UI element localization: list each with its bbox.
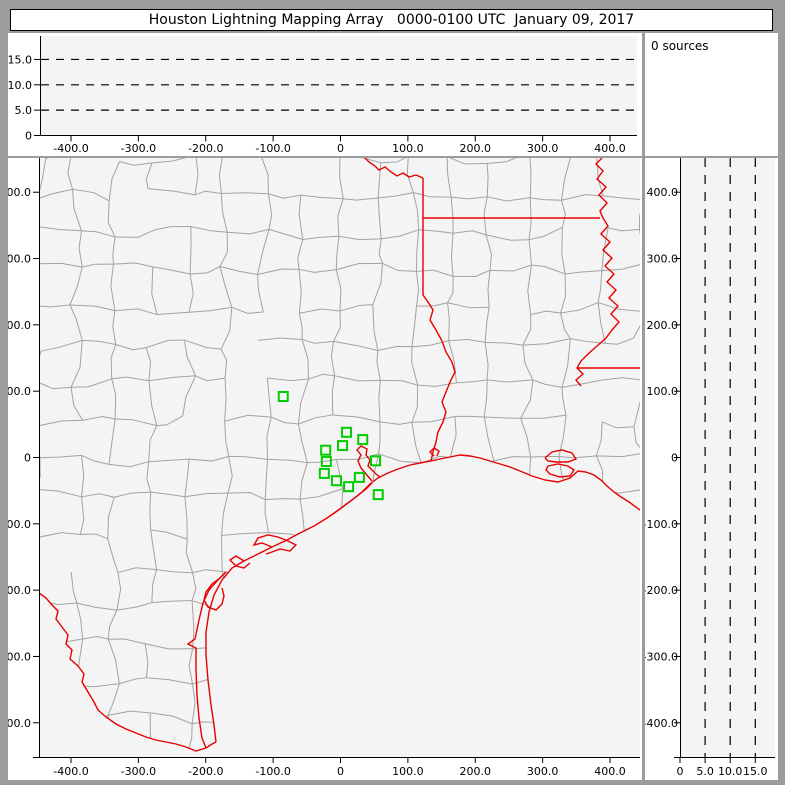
x-tick-label: 200.0 <box>460 765 492 778</box>
altitude-ew-plot[interactable]: 0 5.0 10.0 15.0 -400.0 -300.0 -200.0 -100.0 0 100… <box>8 33 642 156</box>
sources-count-label: 0 sources <box>651 39 709 53</box>
x-tick-label: 5.0 <box>696 765 714 778</box>
altitude-ew-panel[interactable]: 0 5.0 10.0 15.0 -400.0 -300.0 -200.0 -100.0 0 100… <box>8 33 642 156</box>
window-title: Houston Lightning Mapping Array 0000-010… <box>148 12 635 28</box>
altitude-ns-panel[interactable]: 400.0 300.0 200.0 100.0 0 -100.0 -200.0 -300.0 -… <box>645 158 778 780</box>
y-tick-label: 5.0 <box>15 104 33 117</box>
x-tick-label: 200.0 <box>460 142 492 155</box>
map-plot-area[interactable] <box>39 158 640 757</box>
lma-station-marker <box>318 467 330 479</box>
y-tick-label: 100.0 <box>647 385 679 398</box>
x-tick-label: 10.0 <box>718 765 743 778</box>
map-plot[interactable]: 400.0 300.0 200.0 100.0 0 -100.0 -200.0 -300.0 -… <box>8 158 642 780</box>
map-panel[interactable]: 400.0 300.0 200.0 100.0 0 -100.0 -200.0 -300.0 -… <box>8 158 642 780</box>
y-tick-label: 300.0 <box>8 253 31 266</box>
y-tick-label: 400.0 <box>647 186 679 199</box>
lma-station-marker <box>341 426 353 438</box>
x-tick-label: -400.0 <box>53 142 88 155</box>
y-tick-label: -400.0 <box>645 717 678 730</box>
y-tick-label: -300.0 <box>645 650 678 663</box>
x-tick-label: 300.0 <box>527 142 559 155</box>
y-tick-label: -100.0 <box>645 518 678 531</box>
lma-station-marker <box>337 440 349 452</box>
y-tick-label: -300.0 <box>8 650 31 663</box>
lma-station-marker <box>370 455 382 467</box>
lma-station-markers <box>277 390 384 501</box>
y-tick-label: 200.0 <box>647 319 679 332</box>
lma-station-marker <box>372 489 384 501</box>
x-tick-label: 15.0 <box>743 765 768 778</box>
x-tick-label: 100.0 <box>392 765 424 778</box>
y-tick-label: 100.0 <box>8 385 31 398</box>
x-tick-label: -100.0 <box>255 765 290 778</box>
y-tick-label: -200.0 <box>8 584 31 597</box>
x-tick-label: -300.0 <box>121 765 156 778</box>
lma-station-marker <box>277 390 289 402</box>
state-borders-and-coastline <box>39 158 640 752</box>
y-tick-label: 0 <box>24 452 31 465</box>
x-tick-label: 400.0 <box>594 765 626 778</box>
x-tick-label: 0 <box>677 765 684 778</box>
x-tick-label: -300.0 <box>121 142 156 155</box>
lma-station-marker <box>357 434 369 446</box>
altitude-ns-plot-area[interactable] <box>680 158 775 757</box>
x-tick-label: 300.0 <box>527 765 559 778</box>
x-tick-label: -200.0 <box>188 142 223 155</box>
x-tick-label: -100.0 <box>255 142 290 155</box>
x-tick-label: 400.0 <box>594 142 626 155</box>
y-tick-label: -400.0 <box>8 717 31 730</box>
lma-station-marker <box>353 471 365 483</box>
y-tick-label: -100.0 <box>8 518 31 531</box>
title-bar: Houston Lightning Mapping Array 0000-010… <box>10 9 773 31</box>
x-tick-label: 100.0 <box>392 142 424 155</box>
y-tick-label: 10.0 <box>8 79 32 92</box>
lma-station-marker <box>320 455 332 467</box>
x-tick-label: -400.0 <box>53 765 88 778</box>
lma-station-marker <box>343 481 355 493</box>
lma-station-marker <box>330 475 342 487</box>
altitude-ew-plot-area[interactable] <box>40 36 637 135</box>
y-tick-label: 300.0 <box>647 253 679 266</box>
x-tick-label: 0 <box>337 765 344 778</box>
y-tick-label: 0 <box>25 130 32 143</box>
x-tick-label: 0 <box>337 142 344 155</box>
y-tick-label: 200.0 <box>8 319 31 332</box>
y-tick-label: -200.0 <box>645 584 678 597</box>
y-tick-label: 15.0 <box>8 53 32 66</box>
y-tick-label: 400.0 <box>8 186 31 199</box>
sources-panel: 0 sources <box>645 33 778 156</box>
x-tick-label: -200.0 <box>188 765 223 778</box>
y-tick-label: 0 <box>671 452 678 465</box>
altitude-ns-plot[interactable]: 400.0 300.0 200.0 100.0 0 -100.0 -200.0 -300.0 -… <box>645 158 778 780</box>
lma-station-marker <box>320 444 332 456</box>
